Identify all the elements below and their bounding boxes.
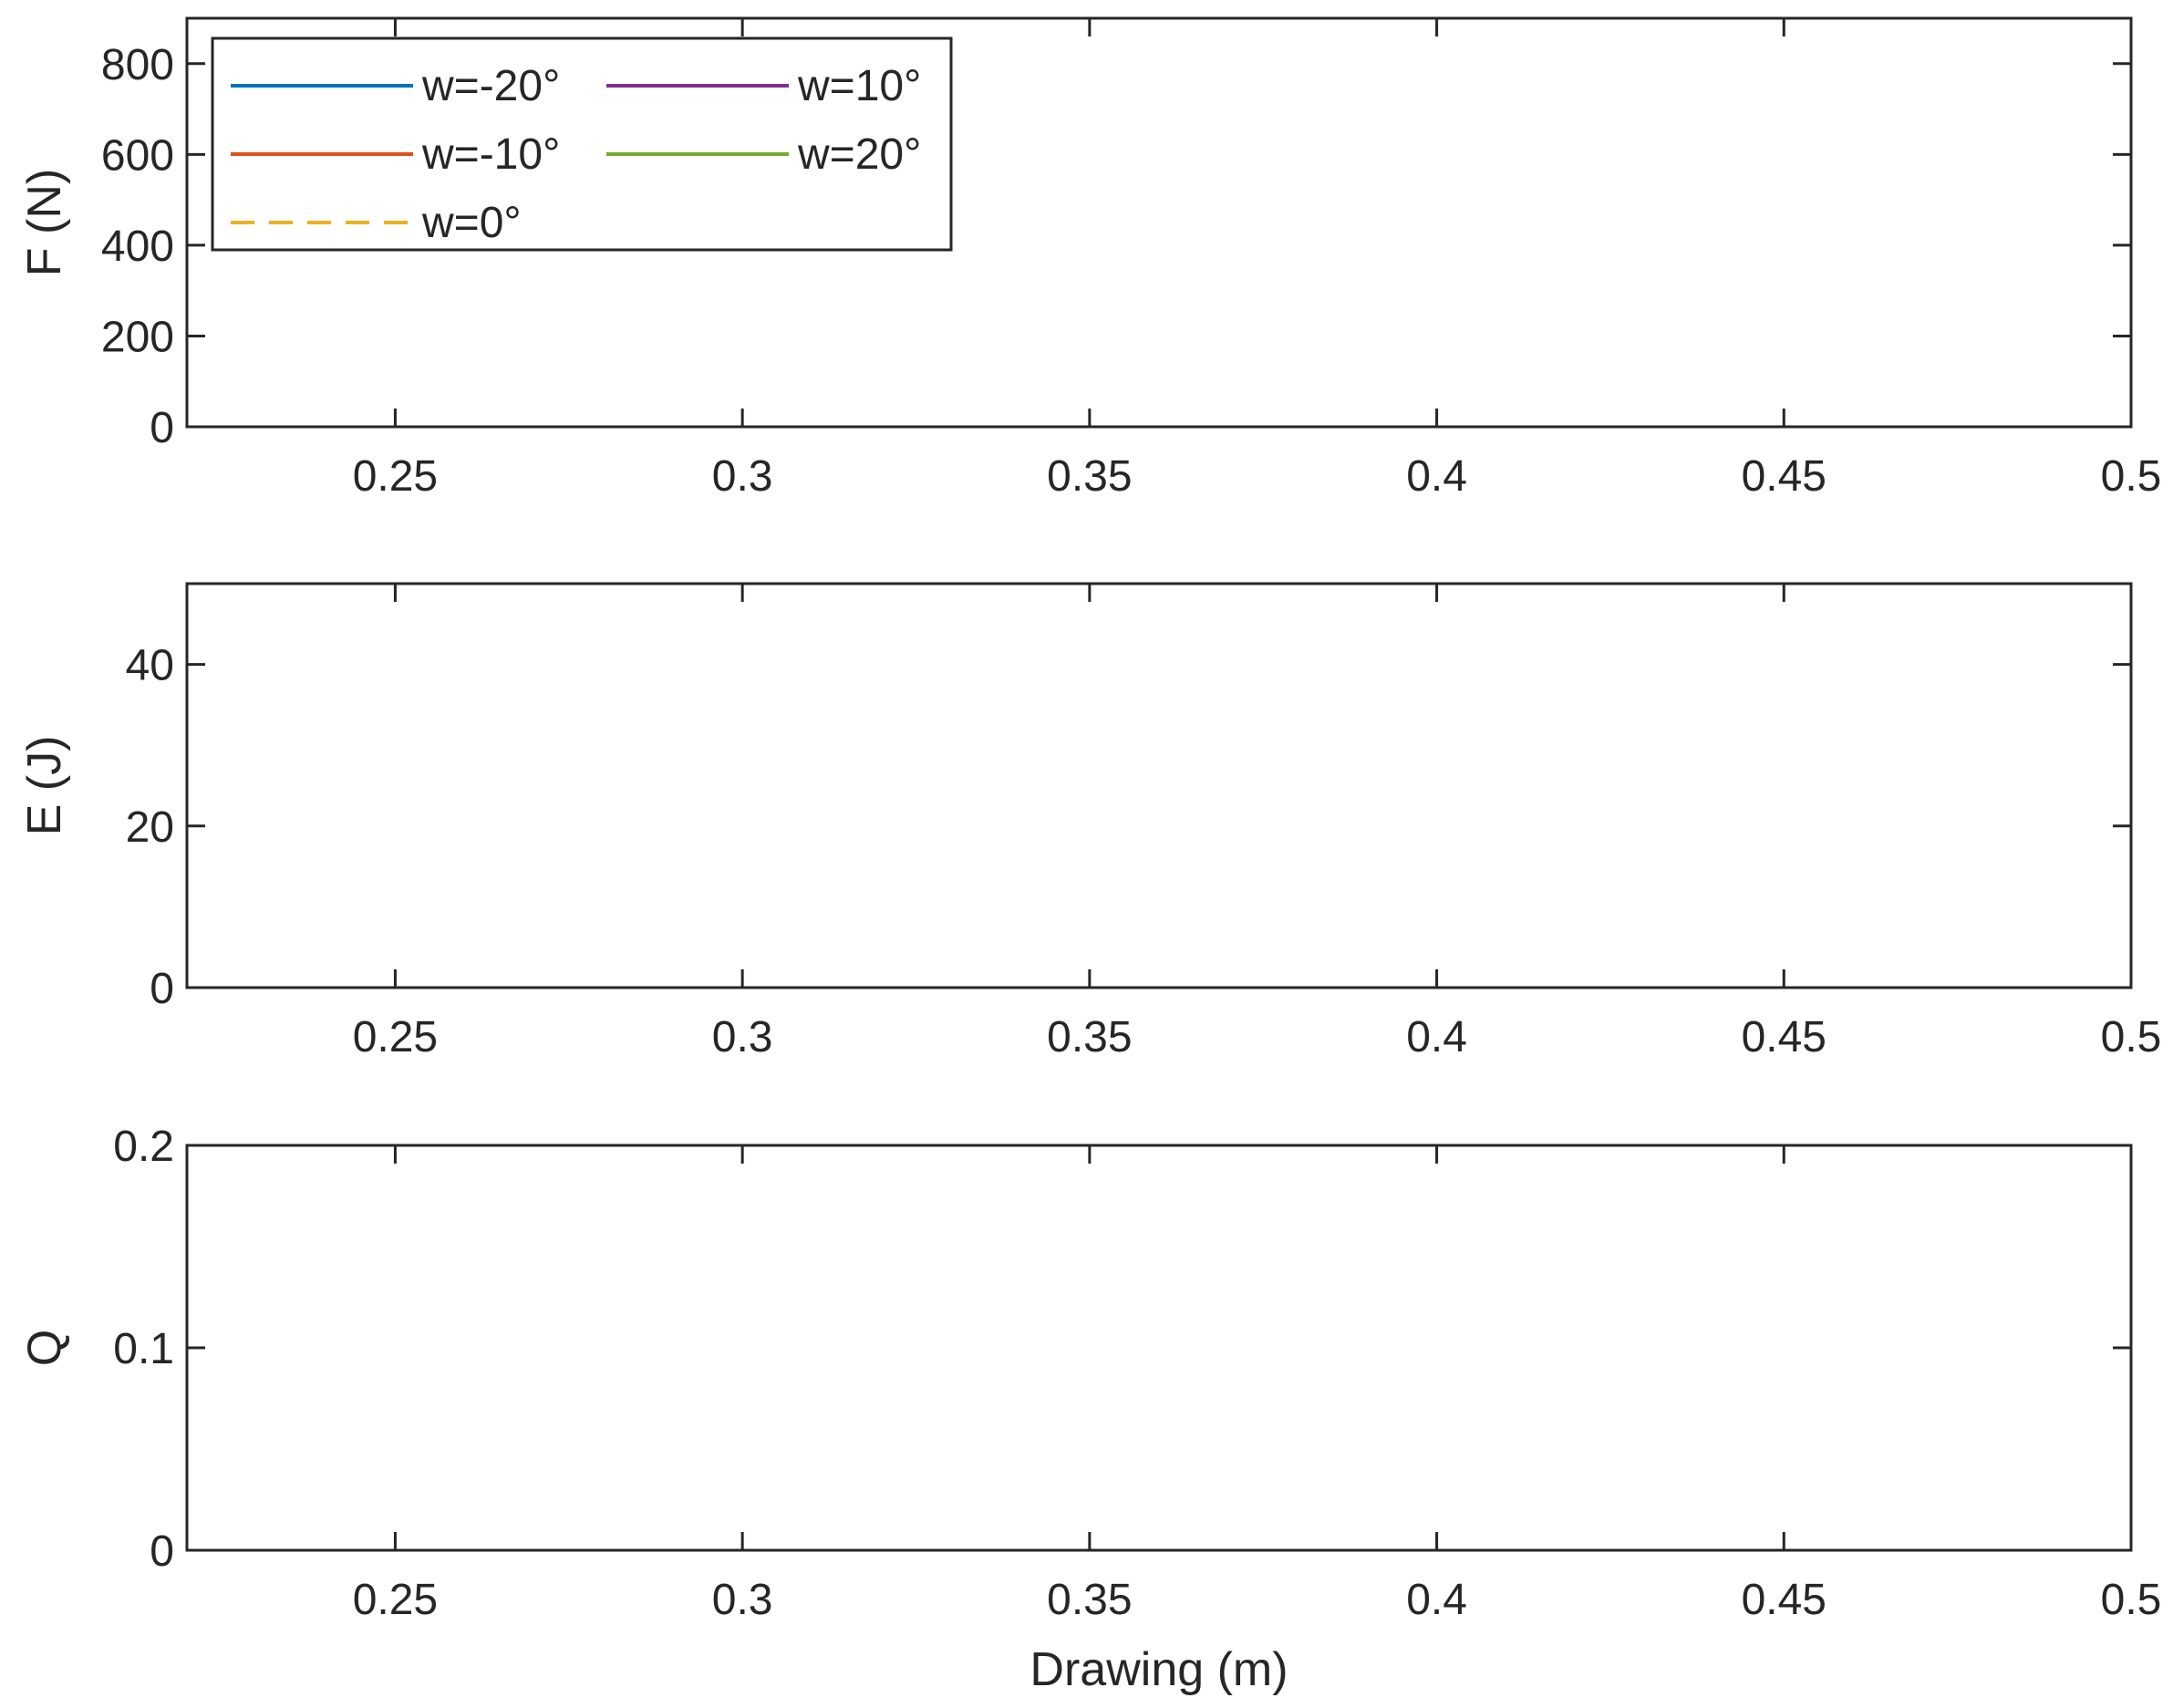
energy-xtick-label-5: 0.5 — [2101, 1013, 2162, 1061]
quality-ylabel: Q — [18, 1330, 71, 1366]
energy-subplot: 0.25 0.3 0.35 0.4 0.45 0.5 0 20 40 E (J) — [18, 582, 2162, 1061]
energy-ytick-label-1: 20 — [126, 803, 174, 852]
quality-ytick-label-1: 0.1 — [113, 1325, 174, 1373]
legend: w=-20° w=-10° w=0° w=10° w=20° — [211, 36, 953, 252]
energy-xtick-label-0: 0.25 — [353, 1013, 438, 1061]
force-ytick-label-3: 600 — [101, 131, 174, 180]
force-xtick-label-1: 0.3 — [712, 452, 773, 501]
quality-xtick-label-5: 0.5 — [2101, 1576, 2162, 1624]
force-ytick-label-0: 0 — [150, 404, 174, 452]
legend-label-3: w=10° — [797, 62, 921, 110]
force-ytick-label-2: 400 — [101, 223, 174, 271]
quality-xtick-label-4: 0.45 — [1742, 1576, 1826, 1624]
energy-xtick-label-3: 0.4 — [1406, 1013, 1467, 1061]
energy-ylabel: E (J) — [18, 736, 71, 836]
quality-xtick-label-2: 0.35 — [1047, 1576, 1132, 1624]
force-subplot: 0.25 0.3 0.35 0.4 0.45 0.5 0 200 400 600 800 F (N) w… — [18, 16, 2162, 501]
force-ytick-label-1: 200 — [101, 313, 174, 361]
force-xtick-label-5: 0.5 — [2101, 452, 2162, 501]
legend-label-4: w=20° — [797, 130, 921, 179]
quality-xtick-label-3: 0.4 — [1406, 1576, 1467, 1624]
quality-xlabel: Drawing (m) — [1030, 1643, 1288, 1696]
quality-xtick-label-1: 0.3 — [712, 1576, 773, 1624]
quality-ytick-label-2: 0.2 — [113, 1123, 174, 1171]
force-xtick-label-0: 0.25 — [353, 452, 438, 501]
quality-axes-box — [185, 1144, 2133, 1552]
energy-xtick-label-2: 0.35 — [1047, 1013, 1132, 1061]
force-xtick-label-2: 0.35 — [1047, 452, 1132, 501]
energy-ytick-label-2: 40 — [126, 642, 174, 690]
force-ytick-label-4: 800 — [101, 41, 174, 89]
energy-axes-box — [185, 582, 2133, 989]
legend-label-2: w=0° — [421, 199, 522, 247]
quality-subplot: 0.25 0.3 0.35 0.4 0.45 0.5 0 0.1 0.2 Q Drawing (m) — [18, 1123, 2161, 1696]
quality-xtick-label-0: 0.25 — [353, 1576, 438, 1624]
legend-box — [211, 36, 953, 252]
legend-label-0: w=-20° — [421, 62, 560, 110]
energy-xtick-label-4: 0.45 — [1742, 1013, 1826, 1061]
quality-ytick-label-0: 0 — [150, 1527, 174, 1576]
force-xtick-label-4: 0.45 — [1742, 452, 1826, 501]
legend-label-1: w=-10° — [421, 130, 560, 179]
energy-ytick-label-0: 0 — [150, 965, 174, 1013]
force-xtick-label-3: 0.4 — [1406, 452, 1467, 501]
energy-xtick-label-1: 0.3 — [712, 1013, 773, 1061]
force-ylabel: F (N) — [18, 169, 71, 276]
